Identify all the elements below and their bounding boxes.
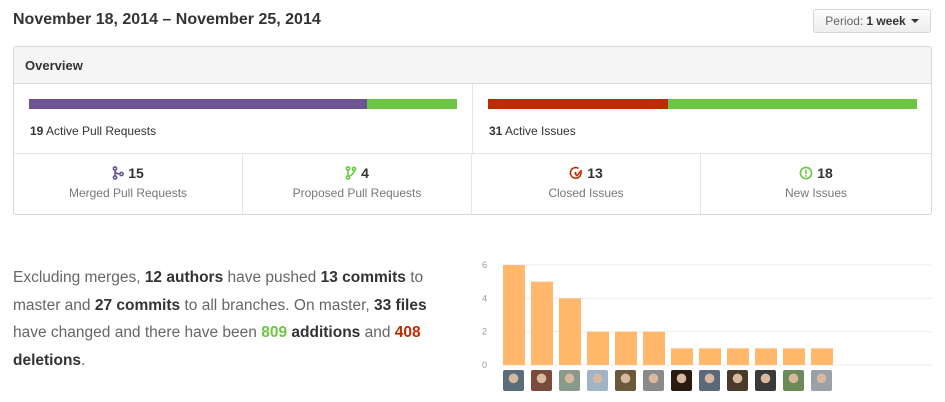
avatar[interactable]: [587, 370, 608, 391]
date-range-title: November 18, 2014 – November 25, 2014: [13, 11, 321, 28]
additions-word: additions: [287, 324, 361, 341]
issue-opened-icon: [799, 166, 813, 180]
active-pull-requests-label: 19 Active Pull Requests: [30, 124, 156, 138]
avatar[interactable]: [811, 370, 832, 391]
avatar[interactable]: [783, 370, 804, 391]
new-issues-count: 18: [817, 165, 833, 181]
contributors-chart: 0 2 4 6: [480, 254, 932, 394]
deletions-count: 408: [394, 324, 421, 341]
stat-new-issues[interactable]: 18 New Issues: [701, 154, 931, 214]
y-tick-label: 2: [482, 327, 487, 337]
chart-bar[interactable]: [503, 265, 525, 365]
chart-bar[interactable]: [727, 348, 749, 365]
avatar[interactable]: [615, 370, 636, 391]
overview-panel: Overview 19 Active Pull Requests 31 Acti…: [13, 46, 932, 215]
proposed-pull-requests-count: 4: [361, 165, 369, 181]
merged-pull-requests-count: 15: [128, 165, 144, 181]
y-tick-label: 4: [482, 293, 487, 303]
closed-issues-label: Closed Issues: [548, 186, 624, 200]
issue-closed-icon: [569, 166, 583, 179]
merged-segment: [29, 99, 368, 109]
chart-bar[interactable]: [699, 348, 721, 365]
active-pull-requests-text: Active Pull Requests: [46, 124, 157, 138]
commits-master-count[interactable]: 13 commits: [320, 269, 406, 286]
avatar[interactable]: [671, 370, 692, 391]
closed-segment: [488, 99, 669, 109]
active-issues-text: Active Issues: [505, 124, 576, 138]
chart-bar[interactable]: [671, 348, 693, 365]
overview-bars: 19 Active Pull Requests 31 Active Issues: [14, 84, 931, 154]
chart-bar[interactable]: [643, 331, 665, 365]
deletions-word: deletions: [13, 351, 82, 369]
new-issues-label: New Issues: [784, 186, 848, 200]
chart-bar[interactable]: [755, 348, 777, 365]
summary-text-2: have pushed: [223, 269, 321, 286]
chart-bar[interactable]: [587, 331, 609, 365]
proposed-pull-requests-label: Proposed Pull Requests: [292, 186, 422, 200]
avatar[interactable]: [755, 370, 776, 391]
summary-text-5: have changed and there have been: [13, 324, 262, 341]
active-pull-requests-count: 19: [30, 124, 44, 138]
proposed-segment: [367, 99, 457, 109]
summary-text-1: Excluding merges,: [13, 269, 145, 286]
active-issues-label: 31 Active Issues: [489, 124, 576, 138]
avatar[interactable]: [559, 370, 580, 391]
files-changed-count[interactable]: 33 files: [374, 296, 427, 314]
new-segment: [668, 99, 917, 109]
chart-bar[interactable]: [811, 348, 833, 365]
issues-bar: [488, 99, 917, 109]
commits-all-branches-count[interactable]: 27 commits: [94, 296, 181, 314]
chart-bar[interactable]: [615, 331, 637, 365]
avatar[interactable]: [699, 370, 720, 391]
overview-title: Overview: [14, 47, 931, 84]
merged-pull-requests-label: Merged Pull Requests: [68, 186, 188, 200]
active-issues-count: 31: [489, 124, 503, 138]
issues-summary[interactable]: 31 Active Issues: [473, 84, 931, 153]
y-tick-label: 0: [482, 360, 487, 370]
pull-requests-bar: [29, 99, 457, 109]
avatar[interactable]: [531, 370, 552, 391]
git-merge-icon: [112, 166, 125, 180]
closed-issues-count: 13: [587, 165, 603, 181]
avatar[interactable]: [503, 370, 524, 391]
commits-bar-chart: 0 2 4 6: [482, 260, 932, 370]
summary-text-3: to master and: [13, 269, 424, 314]
avatar[interactable]: [727, 370, 748, 391]
avatar[interactable]: [643, 370, 664, 391]
period-label: Period:: [825, 14, 864, 28]
summary-text-7: .: [81, 351, 86, 369]
stat-closed-issues[interactable]: 13 Closed Issues: [472, 154, 701, 214]
chart-bar[interactable]: [559, 298, 581, 365]
caret-down-icon: [910, 19, 919, 23]
chart-bar[interactable]: [531, 281, 553, 365]
summary-text-6: and: [360, 324, 395, 341]
commit-summary-text: Excluding merges, 12 authors have pushed…: [13, 264, 453, 374]
summary-text-4: to all branches. On master,: [180, 296, 374, 314]
authors-count[interactable]: 12 authors: [144, 269, 224, 286]
chart-bar[interactable]: [783, 348, 805, 365]
git-pull-request-icon: [345, 166, 357, 180]
stat-proposed-pull-requests[interactable]: 4 Proposed Pull Requests: [243, 154, 472, 214]
overview-stats: 15 Merged Pull Requests 4 Proposed Pull …: [14, 154, 931, 214]
pull-requests-summary[interactable]: 19 Active Pull Requests: [14, 84, 473, 153]
additions-count: 809: [261, 324, 288, 341]
period-value: 1 week: [866, 14, 906, 28]
period-select-button[interactable]: Period: 1 week: [813, 9, 931, 33]
y-tick-label: 6: [482, 260, 487, 270]
stat-merged-pull-requests[interactable]: 15 Merged Pull Requests: [14, 154, 243, 214]
